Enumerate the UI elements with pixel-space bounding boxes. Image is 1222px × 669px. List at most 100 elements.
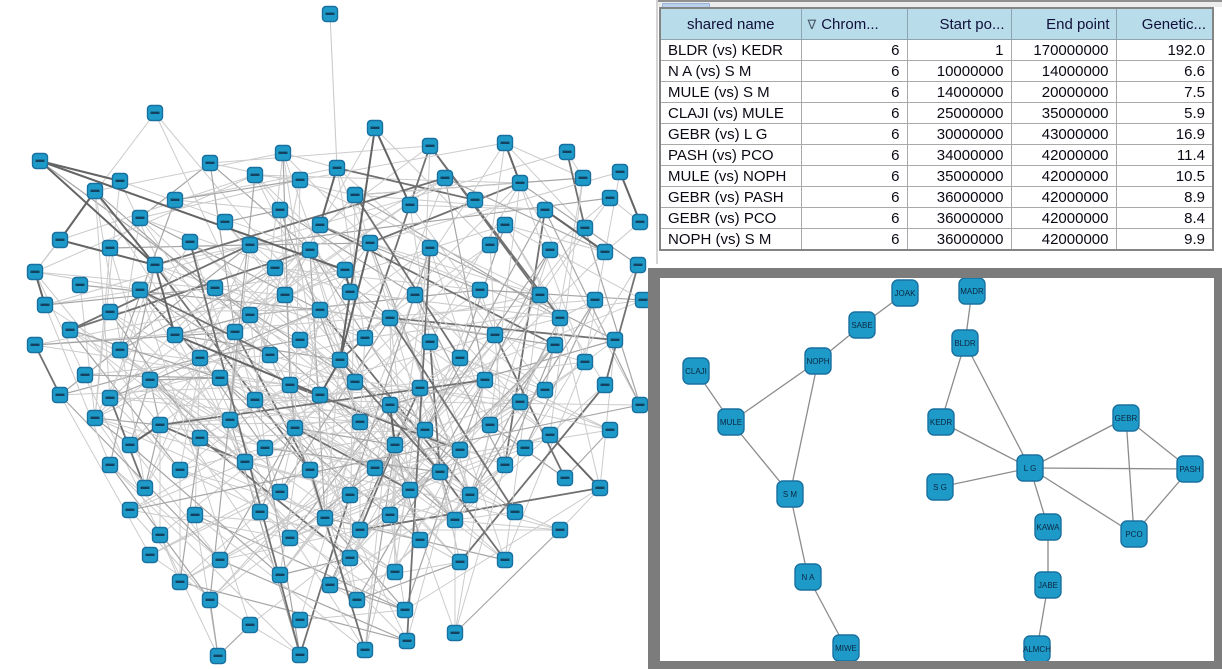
table-cell: 6 (800, 123, 908, 145)
table-row[interactable]: CLAJI (vs) MULE 6 25000000 35000000 5.9 (659, 102, 1214, 124)
node-label-micro (290, 426, 300, 429)
subnetwork-node-s-m[interactable] (776, 480, 804, 508)
network-edge (224, 209, 281, 223)
table-row[interactable]: GEBR (vs) L G 6 30000000 43000000 16.9 (659, 123, 1214, 145)
subnetwork-node-joak[interactable] (891, 279, 919, 307)
subnetwork-edge[interactable] (789, 360, 819, 495)
table-row[interactable]: GEBR (vs) PCO 6 36000000 42000000 8.4 (659, 207, 1214, 229)
subnetwork-node-label: KEDR (930, 418, 952, 427)
network-edge (249, 314, 266, 449)
node-label-micro (265, 353, 275, 356)
subnetwork-node-sabe[interactable] (848, 311, 876, 339)
subnetwork-node-label: S M (783, 490, 798, 499)
subnetwork-node-miwe[interactable] (832, 634, 860, 661)
subnetwork-edge[interactable] (730, 360, 819, 423)
node-label-micro (170, 198, 180, 201)
network-edge (69, 329, 246, 463)
subnetwork-edge[interactable] (939, 467, 1031, 488)
node-label-micro (510, 510, 520, 513)
node-label-micro (600, 383, 610, 386)
subnetwork-node-s-g[interactable] (926, 473, 954, 501)
table-row[interactable]: BLDR (vs) KEDR 6 1 170000000 192.0 (659, 39, 1214, 61)
network-edge (494, 317, 561, 336)
table-row[interactable]: MULE (vs) S M 6 14000000 20000000 7.5 (659, 81, 1214, 103)
network-edge (519, 317, 561, 403)
table-row[interactable]: NOPH (vs) S M 6 36000000 42000000 9.9 (659, 228, 1214, 251)
node-label-micro (635, 403, 645, 406)
network-edge (69, 244, 251, 331)
subnetwork-edge[interactable] (1029, 467, 1135, 535)
node-label-micro (550, 343, 560, 346)
node-label-micro (255, 510, 265, 513)
node-label-micro (315, 223, 325, 226)
node-label-micro (320, 516, 330, 519)
table-row[interactable]: PASH (vs) PCO 6 34000000 42000000 11.4 (659, 144, 1214, 166)
network-edge (44, 289, 141, 306)
subnetwork-node-jabe[interactable] (1034, 571, 1062, 599)
subnetwork-node-l-g[interactable] (1016, 454, 1044, 482)
subnetwork-edge[interactable] (1029, 417, 1127, 469)
column-header-end-point[interactable]: End point (1010, 7, 1117, 40)
node-label-micro (90, 189, 100, 192)
network-edge (269, 354, 356, 383)
network-edge (336, 167, 366, 339)
node-label-micro (580, 360, 590, 363)
subnetwork-node-n-a[interactable] (794, 563, 822, 591)
node-label-micro (400, 608, 410, 611)
subnetwork-node-almch[interactable] (1023, 635, 1051, 661)
subnetwork-node-mule[interactable] (717, 408, 745, 436)
network-edge (504, 361, 586, 561)
subnetwork-edge[interactable] (1029, 467, 1191, 470)
subnetwork-node-noph[interactable] (804, 347, 832, 375)
column-header-genetic-[interactable]: Genetic... (1115, 7, 1214, 40)
node-label-micro (35, 159, 45, 162)
network-edge (159, 424, 291, 539)
network-edge (336, 167, 476, 201)
subnetwork-node-gebr[interactable] (1112, 404, 1140, 432)
node-label-micro (402, 639, 412, 642)
column-header-chrom-[interactable]: ∇ Chrom... (800, 7, 908, 40)
network-edge (599, 339, 616, 489)
network-edge (329, 464, 506, 586)
subnetwork-edge[interactable] (964, 342, 1031, 469)
table-row[interactable]: N A (vs) S M 6 10000000 14000000 6.6 (659, 60, 1214, 82)
network-edge (282, 152, 371, 244)
node-label-micro (175, 468, 185, 471)
table-cell: NOPH (vs) S M (659, 228, 802, 251)
network-edge (374, 429, 611, 469)
subnetwork-node-pco[interactable] (1120, 520, 1148, 548)
table-row[interactable]: GEBR (vs) PASH 6 36000000 42000000 8.9 (659, 186, 1214, 208)
table-cell: 36000000 (906, 186, 1012, 208)
network-edge (494, 334, 586, 363)
node-label-micro (455, 448, 465, 451)
node-label-micro (352, 598, 362, 601)
table-row[interactable]: MULE (vs) NOPH 6 35000000 42000000 10.5 (659, 165, 1214, 187)
table-cell: 1 (906, 39, 1012, 61)
network-edge (119, 349, 521, 403)
subnetwork-node-bldr[interactable] (951, 329, 979, 357)
node-label-micro (105, 463, 115, 466)
network-edge (174, 145, 431, 336)
subnetwork-node-madr[interactable] (958, 278, 986, 305)
subnetwork-canvas[interactable]: JOAK MADR SABE BLDR NOPH CLAJI GEBR MULE KEDR L G… (660, 278, 1214, 661)
subnetwork-node-claji[interactable] (682, 357, 710, 385)
column-header-shared-name[interactable]: shared name (659, 7, 802, 40)
node-label-micro (605, 196, 615, 199)
subnetwork-node-kawa[interactable] (1034, 513, 1062, 541)
overview-network-canvas[interactable] (0, 0, 656, 669)
node-label-micro (485, 423, 495, 426)
column-header-start-po-[interactable]: Start po... (906, 7, 1012, 40)
network-edge (504, 209, 546, 466)
node-label-micro (465, 493, 475, 496)
network-edge (374, 127, 411, 206)
filter-icon[interactable]: ∇ (807, 16, 817, 32)
subnetwork-edge[interactable] (940, 421, 1031, 469)
subnetwork-edge[interactable] (1125, 417, 1135, 535)
node-label-micro (215, 376, 225, 379)
node-label-micro (480, 378, 490, 381)
subnetwork-node-kedr[interactable] (927, 408, 955, 436)
subnetwork-edge[interactable] (789, 493, 809, 578)
table-cell: 9.9 (1115, 228, 1214, 251)
subnetwork-node-pash[interactable] (1176, 455, 1204, 483)
node-label-micro (295, 178, 305, 181)
